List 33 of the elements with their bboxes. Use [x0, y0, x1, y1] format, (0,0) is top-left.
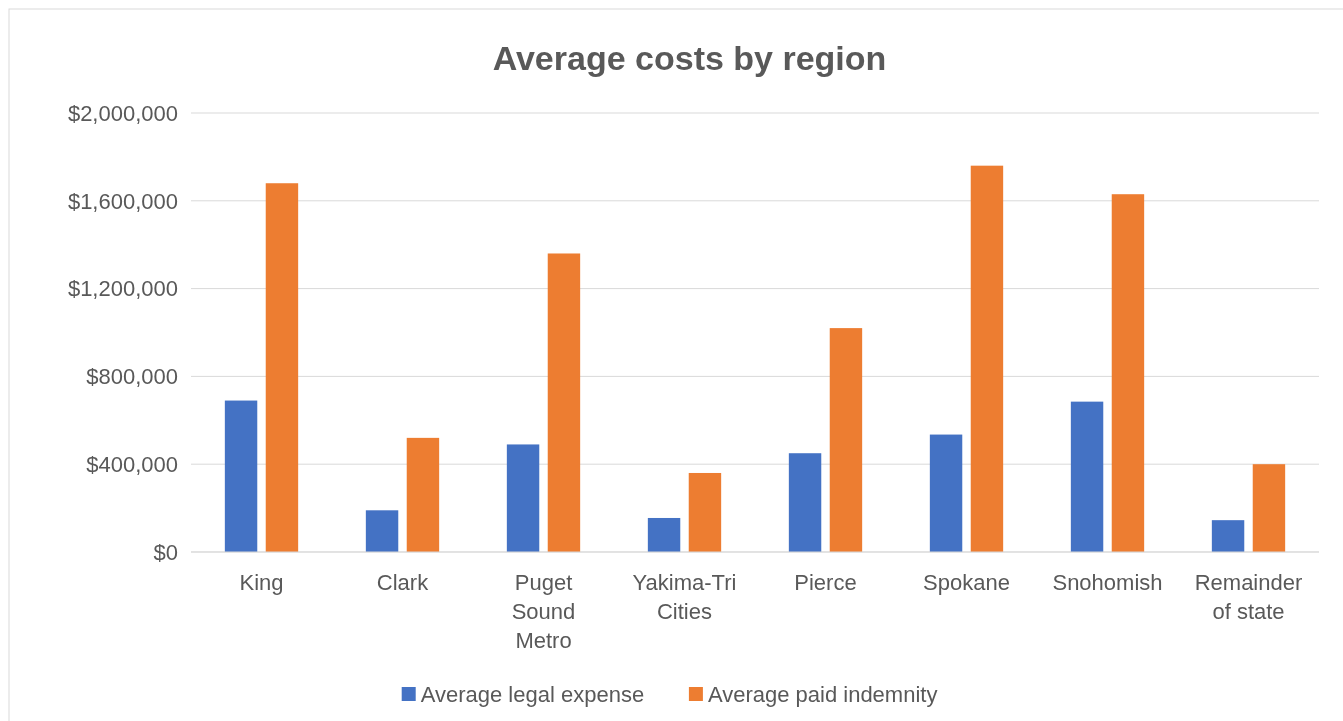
bar [688, 472, 722, 552]
x-tick-label: Yakima-Tri Cities [632, 570, 737, 624]
bar [1252, 464, 1286, 552]
bar [406, 437, 440, 552]
x-tick-label: King [239, 570, 284, 595]
bar [1111, 194, 1145, 552]
legend-label: Average legal expense [420, 681, 645, 707]
y-tick-label: $1,200,000 [67, 276, 178, 302]
x-tick-label: Pierce [794, 570, 857, 595]
bar [547, 253, 581, 552]
y-tick-label: $2,000,000 [67, 100, 178, 126]
x-tick-label: Spokane [923, 570, 1010, 595]
bar [929, 434, 963, 552]
chart-title: Average costs by region [492, 39, 887, 77]
x-tick-label: Clark [376, 570, 430, 595]
bar [647, 517, 681, 552]
y-tick-label: $800,000 [86, 364, 178, 390]
bar [1070, 401, 1104, 552]
bar [506, 444, 540, 552]
x-tick-label: Remainder of state [1194, 570, 1303, 624]
legend-label: Average paid indemnity [707, 681, 938, 707]
bar [365, 510, 399, 552]
y-tick-label: $0 [153, 539, 178, 565]
bar [829, 328, 863, 552]
bar [1211, 520, 1245, 552]
x-tick-label: Puget Sound Metro [511, 570, 576, 653]
bar [788, 453, 822, 552]
bar [265, 183, 299, 552]
y-tick-label: $1,600,000 [67, 188, 178, 214]
x-tick-label: Snohomish [1052, 570, 1163, 595]
y-tick-label: $400,000 [86, 451, 178, 477]
bar [970, 165, 1004, 552]
bar [224, 400, 258, 552]
